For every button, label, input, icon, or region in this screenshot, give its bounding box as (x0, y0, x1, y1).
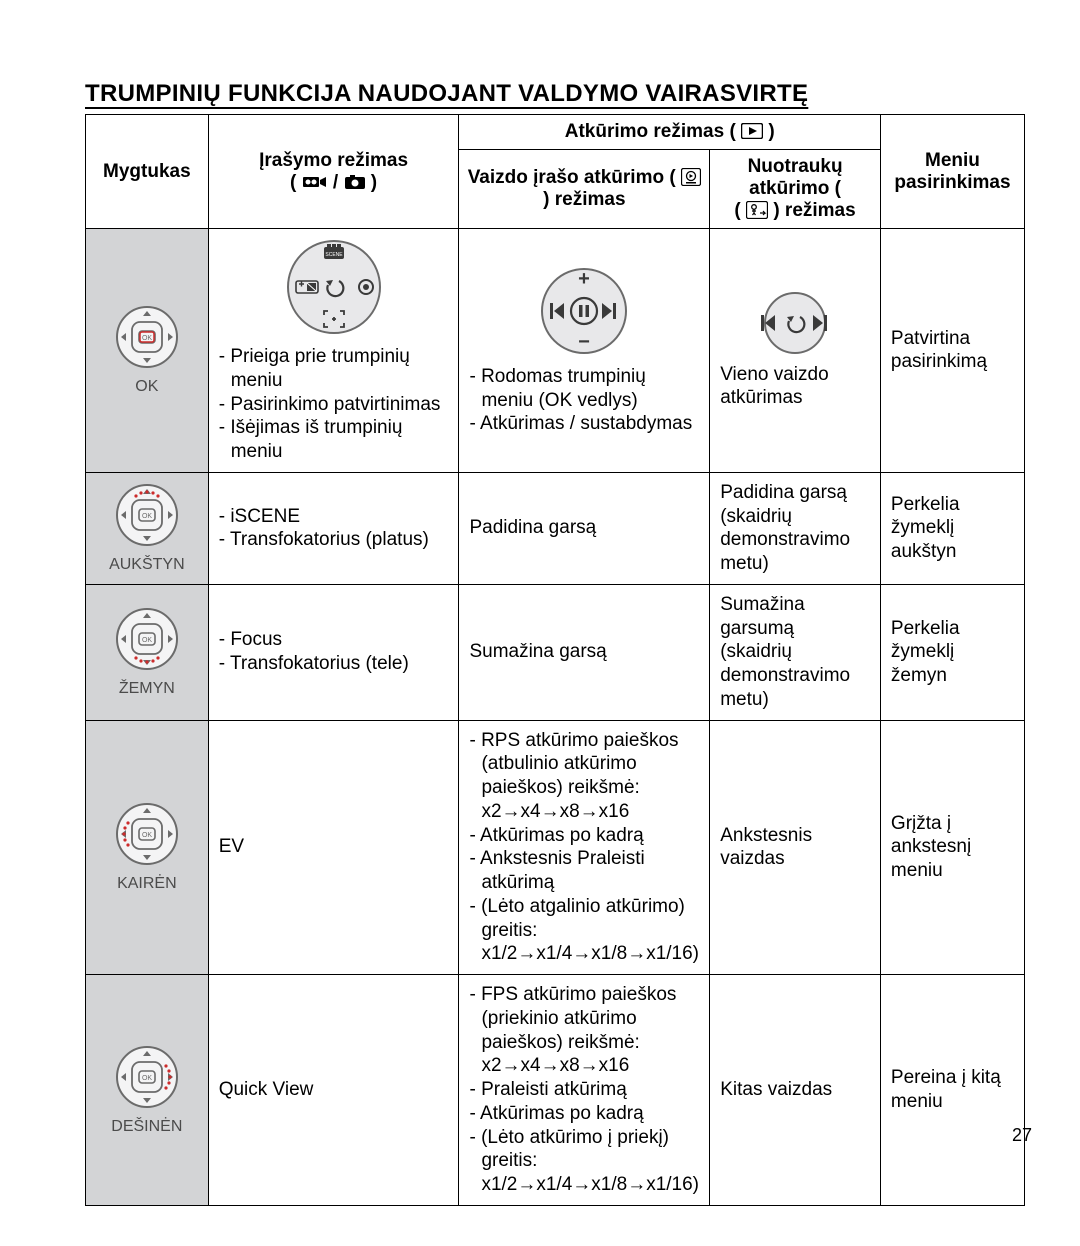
photo-cell: Ankstesnis vaizdas (710, 720, 881, 975)
photo-cell: Sumažina garsumą (skaidrių demonstravimo… (710, 584, 881, 720)
menu-cell: Perkelia žymeklį aukštyn (880, 472, 1024, 584)
table-row: OK AUKŠTYNiSCENETransfokatorius (platus)… (86, 472, 1025, 584)
video-cell: Padidina garsą (459, 472, 710, 584)
video-cell: RPS atkūrimo paieškos (atbulinio atkūrim… (459, 720, 710, 975)
video-cell: Sumažina garsą (459, 584, 710, 720)
svg-text:OK: OK (142, 637, 152, 644)
svg-text:−: − (578, 331, 590, 353)
table-row: OK ŽEMYNFocusTransfokatorius (tele)Sumaž… (86, 584, 1025, 720)
page-title: TRUMPINIŲ FUNKCIJA NAUDOJANT VALDYMO VAI… (85, 80, 1025, 108)
video-playback-icon (681, 168, 701, 186)
header-record: Įrašymo režimas ( / ) (208, 115, 459, 229)
menu-cell: Patvirtina pasirinkimą (880, 229, 1024, 473)
record-cell: SCENE Prieiga prie trumpinių meniuPasiri… (208, 229, 459, 473)
header-video: Vaizdo įrašo atkūrimo ( ) režimas (459, 150, 710, 229)
menu-cell: Grįžta į ankstesnį meniu (880, 720, 1024, 975)
table-row: OK KAIRĖNEVRPS atkūrimo paieškos (atbuli… (86, 720, 1025, 975)
button-label: ŽEMYN (88, 680, 206, 698)
header-playback-close: ) (768, 121, 774, 142)
header-video-l1: Vaizdo įrašo atkūrimo ( (468, 167, 676, 188)
header-playback-label: Atkūrimo režimas ( (565, 121, 736, 142)
record-mode-icons: ( / ) (290, 172, 377, 193)
button-label: OK (88, 378, 206, 396)
photo-cell: Kitas vaizdas (710, 975, 881, 1206)
video-cell: + − Rodomas trumpinių meniu (OK vedlys)A… (459, 229, 710, 473)
record-cell: iSCENETransfokatorius (platus) (208, 472, 459, 584)
video-mode-icon (302, 174, 328, 190)
video-cell: FPS atkūrimo paieškos (priekinio atkūrim… (459, 975, 710, 1206)
page-number: 27 (1012, 1125, 1032, 1146)
record-cell: FocusTransfokatorius (tele) (208, 584, 459, 720)
svg-text:+: + (578, 268, 590, 290)
button-label: DEŠINĖN (88, 1118, 206, 1136)
svg-text:SCENE: SCENE (325, 252, 343, 258)
button-cell: OK OK (86, 229, 209, 473)
header-video-l2: ) režimas (543, 189, 625, 210)
table-row: OK DEŠINĖNQuick ViewFPS atkūrimo paieško… (86, 975, 1025, 1206)
button-cell: OK ŽEMYN (86, 584, 209, 720)
header-photo: Nuotraukų atkūrimo (( ) režimas (710, 150, 881, 229)
header-photo-l2: ) režimas (773, 200, 855, 221)
button-label: KAIRĖN (88, 875, 206, 893)
photo-cell: Padidina garsą (skaidrių demonstravimo m… (710, 472, 881, 584)
photo-playback-icon (746, 201, 768, 219)
svg-text:OK: OK (142, 832, 152, 839)
play-icon (741, 123, 763, 139)
photo-mode-icon (344, 174, 366, 190)
header-button: Mygtukas (86, 115, 209, 229)
record-cell: Quick View (208, 975, 459, 1206)
record-cell: EV (208, 720, 459, 975)
svg-text:OK: OK (142, 1075, 152, 1082)
header-record-label: Įrašymo režimas (259, 150, 408, 171)
menu-cell: Pereina į kitą meniu (880, 975, 1024, 1206)
svg-text:OK: OK (142, 513, 152, 520)
menu-cell: Perkelia žymeklį žemyn (880, 584, 1024, 720)
svg-text:OK: OK (142, 335, 152, 342)
button-cell: OK DEŠINĖN (86, 975, 209, 1206)
button-label: AUKŠTYN (88, 556, 206, 574)
table-row: OK OK SCENE Prieiga prie (86, 229, 1025, 473)
header-photo-l1: Nuotraukų atkūrimo ( (748, 156, 843, 199)
button-cell: OK KAIRĖN (86, 720, 209, 975)
photo-cell: Vieno vaizdo atkūrimas (710, 229, 881, 473)
button-cell: OK AUKŠTYN (86, 472, 209, 584)
function-table: Mygtukas Įrašymo režimas ( / ) Atkūrimo … (85, 114, 1025, 1206)
header-playback-group: Atkūrimo režimas ( ) (459, 115, 880, 150)
header-menu: Meniu pasirinkimas (880, 115, 1024, 229)
